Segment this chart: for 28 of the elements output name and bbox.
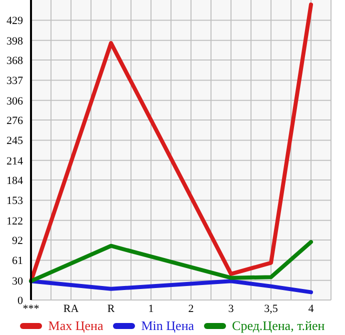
x-tick-label: RA (63, 303, 79, 315)
legend-label: Min Цена (141, 318, 194, 334)
legend-label: Max Цена (48, 318, 104, 334)
y-tick-label: 153 (6, 195, 24, 208)
x-tick-label: *** (22, 303, 40, 315)
y-tick-label: 30 (12, 275, 24, 288)
y-tick-label: 306 (6, 95, 24, 108)
y-tick-label: 398 (6, 35, 24, 48)
line-series (29, 240, 313, 284)
y-tick-label: 337 (6, 75, 24, 88)
y-tick-label: 368 (6, 54, 24, 67)
y-tick-label: 429 (6, 15, 24, 28)
y-tick-label: 214 (6, 155, 24, 168)
y-tick-label: 61 (12, 255, 23, 268)
x-tick-label: 4 (308, 303, 314, 315)
y-tick-label: 0 (18, 294, 24, 307)
y-tick-label: 184 (6, 174, 24, 187)
y-tick-label: 276 (6, 114, 24, 127)
y-tick-label: 92 (12, 234, 23, 247)
x-tick-label: 2 (188, 303, 194, 315)
legend-label: Сред.Цена, т.йен (232, 318, 325, 334)
x-tick-label: R (107, 303, 115, 315)
y-tick-label: 122 (6, 215, 23, 228)
x-tick-label: 1 (148, 303, 154, 315)
x-tick-label: 3 (228, 303, 234, 315)
y-tick-label: 245 (6, 135, 24, 148)
line-series (29, 279, 313, 294)
x-tick-label: 3,5 (264, 303, 278, 315)
